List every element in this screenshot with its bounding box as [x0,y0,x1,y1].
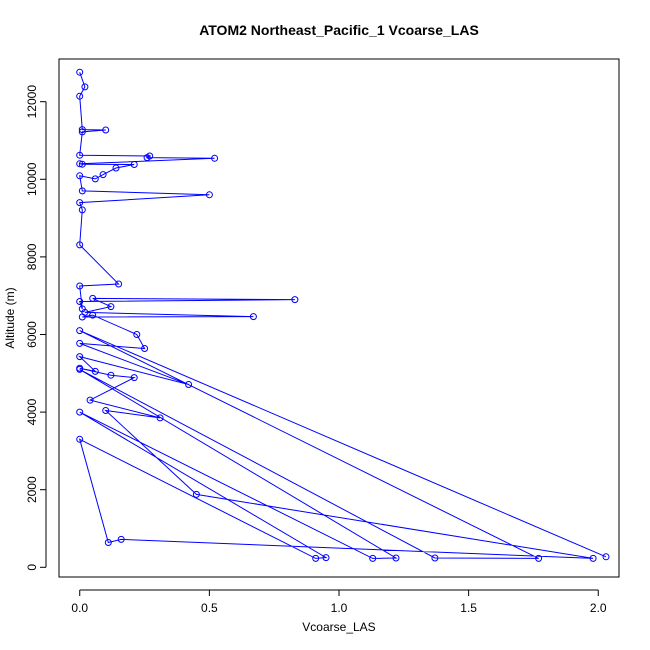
data-point [249,313,257,321]
data-point [76,353,84,361]
data-point [115,280,123,288]
y-tick-label: 2000 [25,476,39,503]
y-axis-label: Altitude (m) [3,287,17,348]
y-tick-label: 0 [25,564,39,571]
data-point [76,365,84,373]
data-point [431,554,439,562]
data-point [143,154,151,162]
data-point [76,408,84,416]
data-point [392,554,400,562]
y-axis: 0 2000 4000 6000 8000 10000 12000 [25,85,47,571]
data-point [291,296,299,304]
data-point [76,172,84,180]
y-tick-label: 6000 [25,321,39,348]
x-tick-label: 0.0 [71,601,88,615]
data-point [91,367,99,375]
data-point [76,160,84,168]
data-point [76,68,84,76]
chart-title: ATOM2 Northeast_Pacific_1 Vcoarse_LAS [199,22,479,38]
x-tick-label: 1.5 [460,601,477,615]
x-axis-label: Vcoarse_LAS [302,620,375,634]
data-point [81,83,89,91]
data-point [76,327,84,335]
data-point [589,554,597,562]
y-tick-label: 4000 [25,398,39,425]
data-point [76,339,84,347]
data-point [117,535,125,543]
data-point [91,175,99,183]
data-point [141,345,149,352]
data-point [312,554,320,562]
data-point [76,151,84,159]
data-point [76,298,84,305]
y-tick-label: 10000 [25,162,39,196]
plot-area-frame [58,58,620,578]
series-line [77,72,607,559]
data-point [102,407,110,414]
data-point [107,303,115,311]
data-point [78,160,86,168]
data-point [107,371,115,379]
x-axis: 0.0 0.5 1.0 1.5 2.0 [71,589,607,615]
data-point [205,191,213,199]
data-point [130,374,138,382]
data-point [86,396,94,404]
data-point [78,128,86,136]
data-point [104,539,112,546]
data-point [76,199,84,207]
data-point [76,282,84,290]
data-point [78,126,86,134]
data-point [211,154,219,162]
data-point [130,161,138,168]
x-tick-label: 1.0 [331,601,348,615]
data-point [602,553,610,561]
data-point [369,554,377,562]
data-point [78,206,86,214]
data-point [89,311,97,319]
data-point [99,171,107,179]
data-point [78,313,86,321]
x-tick-label: 0.5 [201,601,218,615]
data-point [76,241,84,249]
data-point [535,554,543,562]
data-point [76,435,84,443]
data-point [322,554,330,562]
data-point [185,381,193,388]
data-point [133,331,141,338]
y-tick-label: 8000 [25,243,39,270]
data-point [192,490,200,498]
y-tick-label: 12000 [25,85,39,119]
series-layer [76,68,610,562]
data-point [112,164,120,172]
x-tick-label: 2.0 [590,601,607,615]
data-point [102,126,110,134]
data-point [156,414,164,422]
data-point [78,187,86,195]
data-point [89,294,97,302]
data-point [76,92,84,100]
